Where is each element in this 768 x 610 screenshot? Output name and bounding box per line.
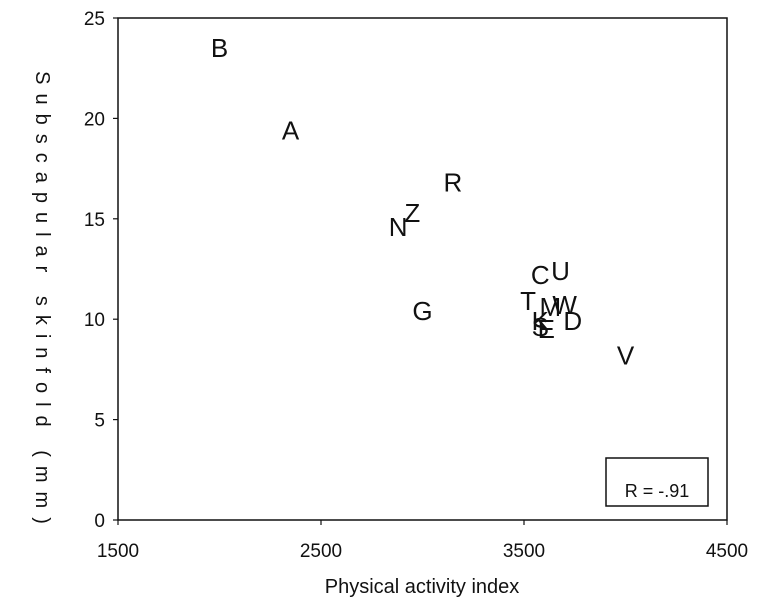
data-point-d: D: [563, 306, 582, 336]
data-points: B A RZN UCT WM G K DSE V: [211, 33, 635, 370]
data-point-r: R: [444, 168, 463, 198]
correlation-box: R = -.91: [605, 457, 709, 507]
data-point-v: V: [617, 340, 635, 370]
data-point-a: A: [282, 115, 300, 145]
data-point-b: B: [211, 33, 228, 63]
data-point-k: K: [532, 306, 550, 336]
y-axis-ticks: 0 5 10 15 20 25: [84, 9, 118, 532]
x-tick-label: 2500: [300, 541, 342, 562]
correlation-label: R = -.91: [625, 481, 690, 501]
data-point-g: G: [412, 296, 432, 326]
data-point-c: C: [531, 260, 550, 290]
x-axis-ticks: 1500 2500 3500 4500: [97, 520, 748, 562]
y-tick-label: 10: [84, 310, 105, 331]
x-tick-label: 1500: [97, 541, 139, 562]
plot-frame: [117, 17, 728, 521]
y-tick-label: 25: [84, 9, 105, 30]
data-point-s: S: [532, 312, 549, 342]
y-tick-label: 0: [94, 511, 105, 532]
y-tick-label: 15: [84, 210, 105, 231]
y-tick-label: 20: [84, 109, 105, 130]
x-axis-label: Physical activity index: [325, 576, 520, 598]
y-tick-label: 5: [94, 411, 105, 432]
y-axis-label: Subscapular skinfold (mm): [31, 71, 53, 533]
data-point-m: M: [540, 292, 562, 322]
x-tick-label: 3500: [503, 541, 545, 562]
data-point-t: T: [520, 286, 536, 316]
x-tick-label: 4500: [706, 541, 748, 562]
data-point-w: W: [552, 290, 577, 320]
data-point-n: N: [389, 212, 408, 242]
data-point-e: E: [538, 314, 555, 344]
data-point-z: Z: [404, 198, 420, 228]
data-point-u: U: [551, 256, 570, 286]
